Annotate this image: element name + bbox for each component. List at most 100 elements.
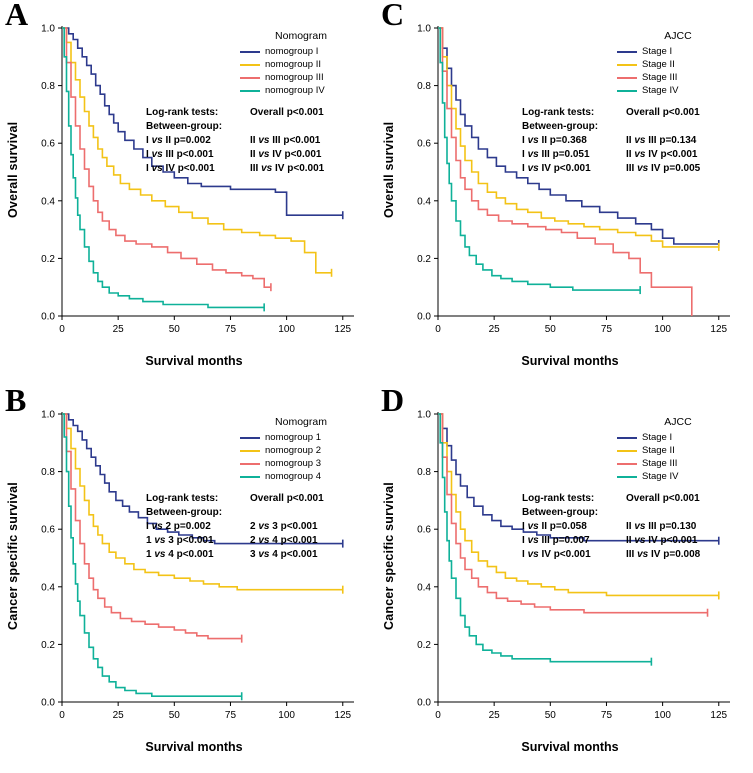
stats-header-right: Overall p<0.001 xyxy=(626,107,700,118)
x-tick-label: 50 xyxy=(169,324,181,335)
legend-title: Nomogram xyxy=(275,30,327,42)
y-tick-label: 1.0 xyxy=(417,410,431,421)
x-tick-label: 25 xyxy=(113,324,125,335)
legend-swatch xyxy=(240,475,260,478)
legend-item: Stage IV xyxy=(617,84,739,97)
y-axis-label: Cancer specific survival xyxy=(6,482,20,630)
x-tick-label: 100 xyxy=(278,710,295,721)
legend-item-label: nomogroup 1 xyxy=(265,432,321,443)
legend-swatch xyxy=(240,449,260,452)
legend: AJCC Stage I Stage II Stage III Stage IV xyxy=(617,30,739,97)
stats-cell: I vs III p=0.007 xyxy=(522,535,590,546)
x-axis-label: Survival months xyxy=(521,740,619,754)
km-curve xyxy=(438,27,693,316)
x-tick-label: 75 xyxy=(225,710,237,721)
stats-header-left: Log-rank tests: xyxy=(146,493,219,504)
panel-C: C Overall survival 0.0 0.2 0.4 0.6 0.8 1.0 0 25… xyxy=(376,0,753,386)
x-tick-label: 75 xyxy=(601,710,613,721)
y-tick-label: 0.4 xyxy=(417,196,431,207)
legend-item-label: Stage III xyxy=(642,72,678,83)
stats-header-left: Log-rank tests: xyxy=(146,107,219,118)
stats-cell: 2 vs 4 p<0.001 xyxy=(250,535,318,546)
legend-swatch xyxy=(240,89,260,92)
stats-cell: II vs IV p<0.001 xyxy=(250,149,322,160)
panel-letter: A xyxy=(5,0,29,32)
legend-item-label: nomogroup IV xyxy=(265,85,325,96)
stats-row: I vs II p=0.368 II vs III p=0.134 xyxy=(522,134,700,148)
x-axis-label: Survival months xyxy=(521,354,619,368)
stats-cell: 2 vs 3 p<0.001 xyxy=(250,521,318,532)
y-axis-label: Overall survival xyxy=(382,121,396,219)
km-plot: 0.0 0.2 0.4 0.6 0.8 1.0 0 25 50 75 100 125 xyxy=(41,24,354,335)
legend-item: nomogroup II xyxy=(240,58,362,71)
stats-cell: I vs IV p<0.001 xyxy=(522,549,591,560)
x-tick-label: 25 xyxy=(113,710,125,721)
y-tick-label: 0.4 xyxy=(417,582,431,593)
stats-cell: I vs III p=0.051 xyxy=(522,149,590,160)
y-tick-label: 0.2 xyxy=(41,254,55,265)
stats-row: I vs III p=0.051 II vs IV p<0.001 xyxy=(522,148,700,162)
x-tick-label: 25 xyxy=(489,710,501,721)
km-curve xyxy=(438,413,652,663)
legend-title: AJCC xyxy=(664,416,692,428)
stats-cell: III vs IV p=0.005 xyxy=(626,163,701,174)
x-tick-label: 100 xyxy=(278,324,295,335)
panel-letter: D xyxy=(381,382,405,418)
stats-row: I vs II p=0.058 II vs III p=0.130 xyxy=(522,520,700,534)
legend-item-label: Stage I xyxy=(642,46,673,57)
stats-cell: I vs IV p<0.001 xyxy=(522,163,591,174)
x-tick-label: 0 xyxy=(435,324,441,335)
stats-block: Log-rank tests: Overall p<0.001 Between-gr… xyxy=(522,106,700,176)
legend-swatch xyxy=(240,76,260,79)
stats-cell: I vs III p<0.001 xyxy=(146,149,214,160)
stats-cell: II vs III p=0.130 xyxy=(626,521,697,532)
stats-cell: III vs IV p<0.001 xyxy=(250,163,325,174)
legend: Nomogram nomogroup I nomogroup II nomogroup… xyxy=(240,30,362,97)
y-tick-label: 0.4 xyxy=(41,196,55,207)
legend-item-label: Stage IV xyxy=(642,85,679,96)
stats-row: I vs IV p<0.001 III vs IV p=0.008 xyxy=(522,548,700,562)
km-plot: 0.0 0.2 0.4 0.6 0.8 1.0 0 25 50 75 100 125 xyxy=(417,410,730,721)
km-curve xyxy=(62,27,332,274)
x-tick-label: 0 xyxy=(435,710,441,721)
stats-cell: I vs II p=0.368 xyxy=(522,135,587,146)
x-tick-label: 0 xyxy=(59,710,65,721)
legend-swatch xyxy=(617,475,637,478)
x-tick-label: 0 xyxy=(59,324,65,335)
legend-swatch xyxy=(240,462,260,465)
panel-A: A Overall survival 0.0 0.2 0.4 0.6 0.8 1.0 0 25… xyxy=(0,0,376,386)
km-curve xyxy=(62,413,343,545)
stats-subheader: Between-group: xyxy=(522,507,599,518)
y-tick-label: 1.0 xyxy=(41,24,55,35)
km-curve xyxy=(62,413,242,640)
stats-cell: II vs IV p<0.001 xyxy=(626,535,698,546)
x-tick-label: 100 xyxy=(654,710,671,721)
km-curve xyxy=(62,413,242,697)
legend-swatch xyxy=(617,89,637,92)
stats-cell: 1 vs 4 p<0.001 xyxy=(146,549,214,560)
stats-header-left: Log-rank tests: xyxy=(522,107,595,118)
x-tick-label: 75 xyxy=(225,324,237,335)
x-tick-label: 125 xyxy=(334,324,351,335)
stats-row: 1 vs 3 p<0.001 2 vs 4 p<0.001 xyxy=(146,534,324,548)
legend-item: nomogroup 4 xyxy=(240,470,362,483)
legend-item: Stage II xyxy=(617,444,739,457)
legend-item: nomogroup III xyxy=(240,71,362,84)
legend-swatch xyxy=(617,449,637,452)
km-curve xyxy=(438,413,708,614)
legend-item-label: nomogroup 2 xyxy=(265,445,321,456)
stats-cell: II vs III p=0.134 xyxy=(626,135,697,146)
legend-item: Stage I xyxy=(617,45,739,58)
legend: AJCC Stage I Stage II Stage III Stage IV xyxy=(617,416,739,483)
legend-title: AJCC xyxy=(664,30,692,42)
legend-swatch xyxy=(617,76,637,79)
stats-cell: I vs IV p<0.001 xyxy=(146,163,215,174)
legend-item-label: Stage IV xyxy=(642,471,679,482)
panel-B: B Cancer specific survival 0.0 0.2 0.4 0.6 0… xyxy=(0,382,376,773)
stats-cell: I vs II p=0.002 xyxy=(146,135,211,146)
legend-item: nomogroup 2 xyxy=(240,444,362,457)
stats-block: Log-rank tests: Overall p<0.001 Between-gr… xyxy=(146,492,324,562)
stats-header-right: Overall p<0.001 xyxy=(250,493,324,504)
